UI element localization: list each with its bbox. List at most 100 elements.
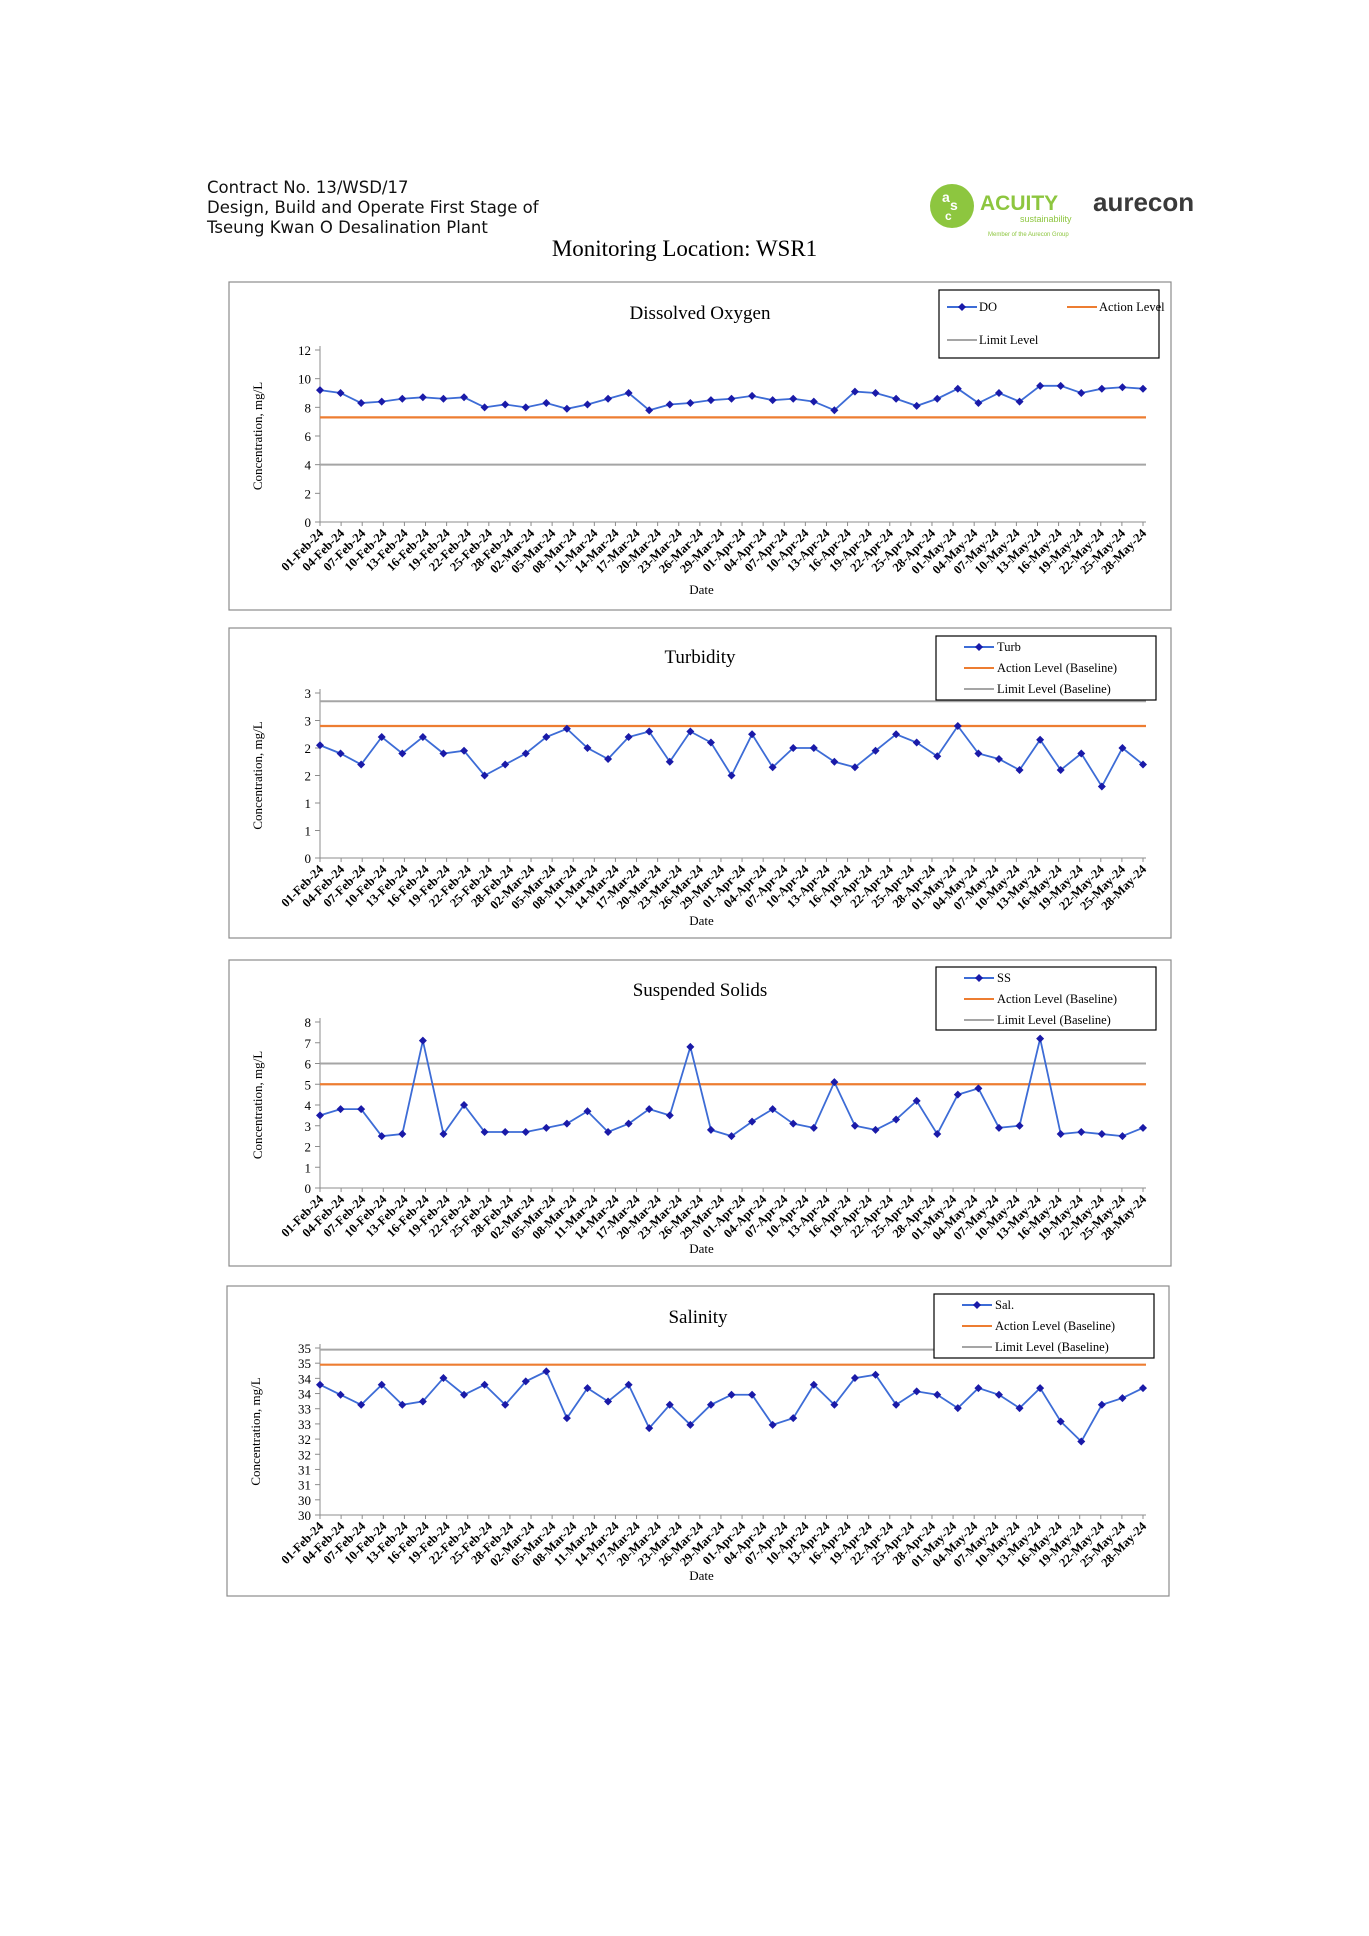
data-point bbox=[809, 397, 818, 406]
y-tick-label: 35 bbox=[298, 1341, 311, 1356]
data-point bbox=[933, 1390, 942, 1399]
data-point bbox=[624, 1380, 633, 1389]
y-tick-label: 8 bbox=[305, 1015, 312, 1030]
data-point bbox=[1077, 1127, 1086, 1136]
chart-title: Salinity bbox=[668, 1307, 728, 1328]
y-tick-label: 33 bbox=[298, 1402, 311, 1417]
data-point bbox=[912, 401, 921, 410]
data-point bbox=[645, 1105, 654, 1114]
legend-marker bbox=[973, 1301, 981, 1309]
data-point bbox=[336, 1390, 345, 1399]
y-tick-label: 0 bbox=[305, 851, 312, 866]
data-point bbox=[789, 744, 798, 752]
legend-label: Limit Level (Baseline) bbox=[995, 1340, 1109, 1354]
y-tick-label: 2 bbox=[305, 1140, 312, 1155]
data-point bbox=[1056, 1417, 1065, 1426]
data-point bbox=[439, 394, 448, 403]
contract-line-2: Design, Build and Operate First Stage of bbox=[207, 198, 539, 217]
data-point bbox=[748, 1390, 757, 1399]
y-tick-label: 3 bbox=[305, 1119, 312, 1134]
data-point bbox=[377, 397, 386, 406]
data-point bbox=[624, 389, 633, 397]
data-point bbox=[645, 406, 654, 415]
legend-marker bbox=[975, 974, 983, 982]
data-point bbox=[1036, 1034, 1045, 1043]
data-point bbox=[809, 1380, 818, 1389]
data-point bbox=[357, 399, 366, 408]
data-point bbox=[850, 763, 859, 772]
y-tick-label: 2 bbox=[305, 769, 312, 784]
data-point bbox=[398, 1400, 407, 1409]
legend-label: Turb bbox=[997, 640, 1021, 654]
data-point bbox=[727, 771, 736, 780]
legend-label: Action Level bbox=[1099, 300, 1165, 314]
data-point bbox=[768, 1105, 777, 1114]
data-point bbox=[1097, 1400, 1106, 1409]
data-point bbox=[768, 1420, 777, 1429]
data-point bbox=[336, 389, 345, 397]
y-tick-label: 2 bbox=[305, 741, 312, 756]
data-point bbox=[398, 749, 407, 758]
data-point bbox=[1036, 1384, 1045, 1393]
x-axis-label: Date bbox=[689, 1241, 714, 1256]
data-point bbox=[377, 1380, 386, 1389]
data-point bbox=[912, 738, 921, 747]
data-point bbox=[460, 1101, 469, 1109]
acuity-logo: a s c ACUITY sustainability Member of th… bbox=[930, 184, 1072, 238]
data-point bbox=[439, 1374, 448, 1383]
data-point bbox=[768, 396, 777, 405]
svg-text:c: c bbox=[945, 209, 952, 223]
data-point bbox=[871, 389, 880, 397]
data-point bbox=[1118, 383, 1127, 392]
data-point bbox=[830, 1078, 839, 1087]
data-point bbox=[933, 394, 942, 403]
data-point bbox=[748, 730, 757, 739]
legend-label: Limit Level (Baseline) bbox=[997, 682, 1111, 696]
data-point bbox=[542, 1367, 551, 1376]
svg-text:a: a bbox=[942, 189, 950, 205]
data-point bbox=[727, 1132, 736, 1141]
data-point bbox=[789, 1119, 798, 1128]
data-point bbox=[748, 1117, 757, 1126]
data-point bbox=[316, 741, 324, 750]
data-point bbox=[974, 399, 983, 408]
data-point bbox=[562, 724, 571, 733]
x-axis-label: Date bbox=[689, 582, 714, 597]
data-point bbox=[398, 1130, 407, 1139]
data-point bbox=[542, 399, 551, 408]
data-point bbox=[336, 1105, 345, 1114]
data-point bbox=[953, 1404, 962, 1413]
data-point bbox=[912, 1096, 921, 1105]
data-point bbox=[521, 403, 530, 412]
legend-label: Limit Level bbox=[979, 333, 1039, 347]
data-point bbox=[1077, 389, 1086, 397]
data-point bbox=[686, 1420, 695, 1429]
data-point bbox=[562, 1119, 571, 1128]
y-tick-label: 30 bbox=[298, 1508, 311, 1523]
data-point bbox=[933, 1130, 942, 1139]
data-point bbox=[1056, 1130, 1065, 1139]
data-point bbox=[460, 1390, 469, 1399]
contract-header: Contract No. 13/WSD/17 Design, Build and… bbox=[207, 178, 539, 238]
y-tick-label: 30 bbox=[298, 1493, 311, 1508]
data-point bbox=[377, 733, 386, 741]
data-point bbox=[521, 1377, 530, 1386]
data-point bbox=[665, 400, 674, 409]
data-point bbox=[1097, 384, 1106, 393]
y-tick-label: 31 bbox=[298, 1478, 311, 1493]
svg-text:s: s bbox=[950, 197, 958, 213]
data-point bbox=[727, 1390, 736, 1399]
contract-line-3: Tseung Kwan O Desalination Plant bbox=[207, 218, 488, 237]
acuity-member-text: Member of the Aurecon Group bbox=[988, 232, 1069, 238]
y-tick-label: 0 bbox=[305, 1181, 312, 1196]
data-point bbox=[1139, 760, 1147, 769]
y-tick-label: 34 bbox=[298, 1371, 312, 1386]
data-point bbox=[604, 394, 613, 403]
data-point bbox=[357, 760, 366, 769]
data-point bbox=[974, 1384, 983, 1393]
data-point bbox=[974, 1084, 983, 1093]
y-tick-label: 8 bbox=[305, 400, 312, 415]
data-point bbox=[686, 1042, 695, 1051]
data-point bbox=[583, 1107, 592, 1116]
